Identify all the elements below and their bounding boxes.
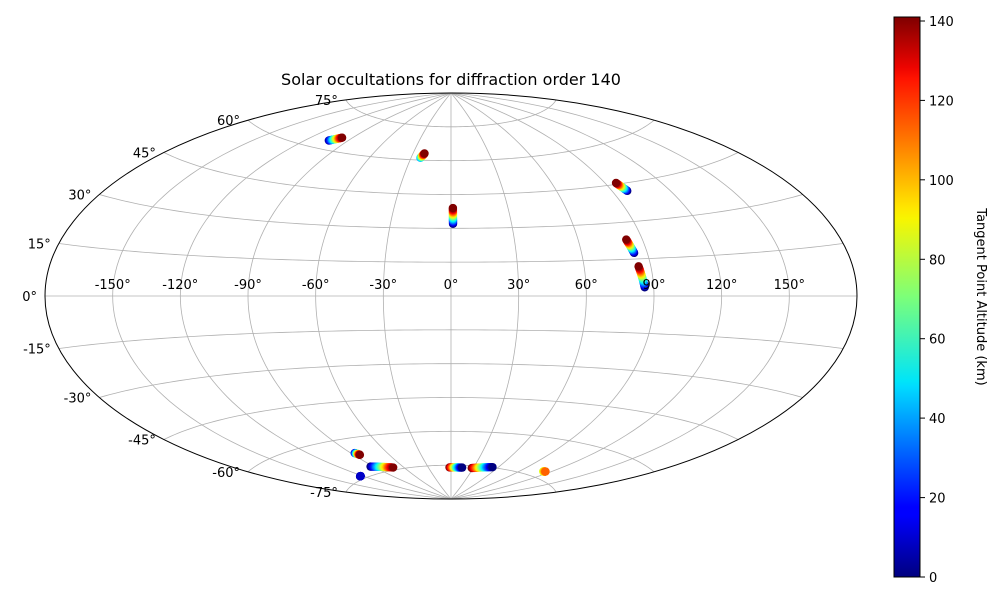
colorbar-label: Tangent Point Altitude (km) — [973, 207, 988, 385]
y-tick-label: 45° — [133, 147, 156, 162]
y-tick-label: -15° — [23, 343, 51, 358]
data-point — [457, 463, 467, 472]
parallel-gridline — [99, 363, 803, 398]
y-tick-label: -45° — [128, 434, 156, 449]
parallel-gridline — [163, 397, 739, 440]
data-point — [355, 450, 365, 460]
data-point — [448, 203, 458, 213]
data-point — [488, 462, 497, 472]
data-point — [420, 149, 429, 158]
y-tick-label: 15° — [28, 238, 51, 253]
colorbar-tick-label: 20 — [929, 492, 946, 507]
chart-title: Solar occultations for diffraction order… — [281, 70, 621, 89]
x-tick-label: -150° — [95, 278, 131, 293]
parallel-gridline — [163, 152, 739, 195]
parallel-gridline — [99, 194, 803, 229]
x-tick-label: -60° — [302, 278, 330, 293]
colorbar-tick-label: 0 — [929, 571, 937, 586]
data-point — [388, 463, 398, 472]
x-tick-label: 150° — [774, 278, 805, 293]
x-tick-label: 90° — [642, 278, 665, 293]
x-tick-labels: -150° -120° -90° -60° -30° 0° 30° 60° 90° 120° 150… — [95, 278, 805, 293]
y-tick-label: 60° — [217, 114, 240, 129]
y-tick-label: -75° — [310, 486, 338, 501]
colorbar-ticks: 0 20 40 60 80 100 120 140 — [920, 15, 954, 586]
x-tick-label: 120° — [706, 278, 737, 293]
data-point — [611, 178, 621, 188]
y-tick-labels: 75° 60° 45° 30° 15° 0° -15° -30° -45° -60° -75° — [22, 94, 338, 501]
x-tick-label: -30° — [369, 278, 397, 293]
colorbar-tick-label: 120 — [929, 94, 954, 109]
data-point — [634, 262, 643, 271]
colorbar-tick-label: 80 — [929, 253, 946, 268]
x-tick-label: 60° — [575, 278, 598, 293]
parallel-gridline — [345, 99, 557, 128]
colorbar-tick-label: 60 — [929, 333, 946, 348]
y-tick-label: 0° — [22, 290, 37, 305]
x-tick-label: 30° — [507, 278, 530, 293]
x-tick-label: -90° — [234, 278, 262, 293]
x-tick-label: 0° — [444, 278, 459, 293]
data-point — [337, 133, 347, 142]
data-point — [541, 467, 550, 476]
parallel-gridline — [58, 329, 844, 349]
y-tick-label: -60° — [212, 466, 240, 481]
y-tick-label: 75° — [315, 94, 338, 109]
map-frame — [44, 92, 858, 500]
colorbar-tick-label: 40 — [929, 412, 946, 427]
colorbar-tick-label: 140 — [929, 15, 954, 30]
colorbar — [893, 16, 921, 578]
grid-layer — [45, 92, 857, 500]
parallel-gridline — [58, 243, 844, 263]
y-tick-label: -30° — [64, 392, 92, 407]
y-tick-label: 30° — [68, 189, 91, 204]
parallel-gridline — [247, 119, 655, 162]
x-tick-label: -120° — [162, 278, 198, 293]
parallel-gridline — [247, 430, 655, 473]
colorbar-tick-label: 100 — [929, 174, 954, 189]
data-points-layer — [324, 133, 649, 481]
data-point — [622, 235, 631, 244]
data-point — [356, 471, 365, 481]
